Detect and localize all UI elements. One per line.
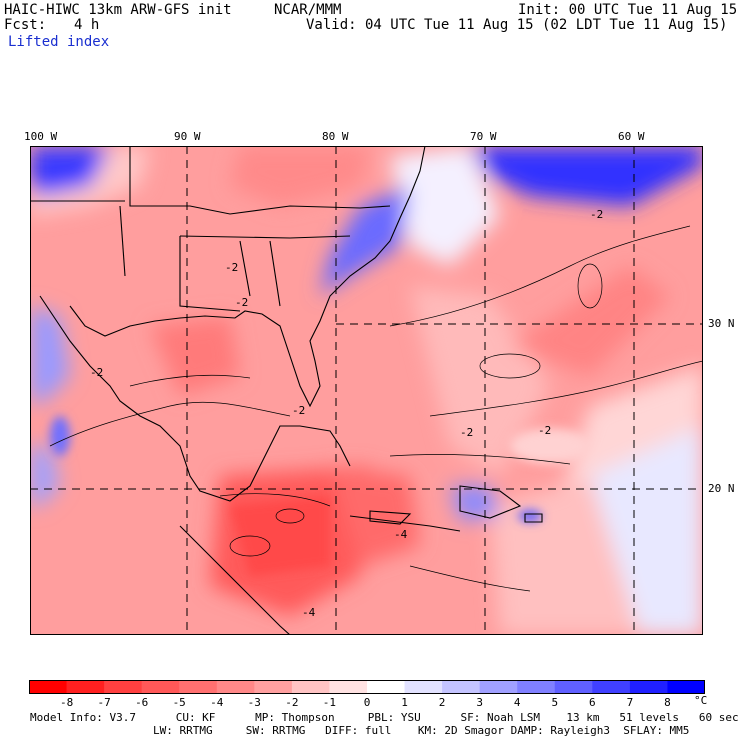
contour-lines xyxy=(49,225,703,592)
colorbar-cell xyxy=(216,680,255,694)
colorbar-cell xyxy=(367,680,406,694)
contour-label: -2 xyxy=(460,426,473,439)
colorbar-tick-label: 1 xyxy=(401,696,408,709)
colorbar-tick-label: -7 xyxy=(97,696,111,709)
colorbar-cell xyxy=(104,680,143,694)
colorbar-unit: °C xyxy=(694,694,708,707)
colorbar-cell xyxy=(479,680,518,694)
fcst-label: Fcst: xyxy=(4,17,47,33)
colorbar-tick-label: 6 xyxy=(588,696,596,709)
colorbar-tick-label: 4 xyxy=(513,696,521,709)
contour-label: -4 xyxy=(302,606,316,619)
fcst-value: 4 h xyxy=(74,17,100,33)
lon-label-100w: 100 W xyxy=(24,130,58,143)
init-time: Init: 00 UTC Tue 11 Aug 15 xyxy=(518,2,738,18)
colorbar-cell xyxy=(141,680,180,694)
org-label: NCAR/MMM xyxy=(274,2,342,18)
colorbar-cell xyxy=(667,680,705,694)
colorbar xyxy=(29,680,705,694)
lifted-index-map: -2 -2 -2 -2 -2 -2 -4 -4 -2 xyxy=(30,146,703,635)
model-info-line1: Model Info: V3.7 CU: KF MP: Thompson PBL… xyxy=(30,711,739,724)
contour-label: -2 xyxy=(538,424,551,437)
colorbar-tick-label: 8 xyxy=(664,696,671,709)
colorbar-tick-label: -1 xyxy=(322,696,337,709)
contour-label-layer: -2 -2 -2 -2 -2 -2 -4 -4 -2 xyxy=(90,208,603,619)
coastlines xyxy=(30,146,543,635)
colorbar-cell xyxy=(629,680,668,694)
contour-label: -4 xyxy=(394,528,408,541)
colorbar-cell xyxy=(29,680,68,694)
colorbar-tick-label: -8 xyxy=(59,696,74,709)
colorbar-cell xyxy=(66,680,105,694)
valid-time: Valid: 04 UTC Tue 11 Aug 15 (02 LDT Tue … xyxy=(306,17,728,33)
colorbar-cell xyxy=(554,680,593,694)
colorbar-tick-label: 5 xyxy=(551,696,559,709)
colorbar-tick-label: -2 xyxy=(285,696,299,709)
colorbar-cell xyxy=(329,680,368,694)
colorbar-cell xyxy=(517,680,556,694)
contour-label: -2 xyxy=(292,404,305,417)
colorbar-tick-label: -5 xyxy=(172,696,186,709)
lon-label-60w: 60 W xyxy=(618,130,645,143)
lat-label-20n: 20 N xyxy=(708,482,735,495)
colorbar-tick-label: 3 xyxy=(476,696,483,709)
colorbar-cell xyxy=(592,680,631,694)
colorbar-cell xyxy=(254,680,293,694)
colorbar-tick-label: 0 xyxy=(363,696,371,709)
lat-label-30n: 30 N xyxy=(708,317,735,330)
model-title: HAIC-HIWC 13km ARW-GFS init xyxy=(4,2,232,18)
colorbar-cell xyxy=(291,680,330,694)
contour-label: -2 xyxy=(225,261,238,274)
colorbar-tick-label: -4 xyxy=(210,696,224,709)
colorbar-cell xyxy=(179,680,218,694)
contour-label: -2 xyxy=(590,208,603,221)
lat-lon-grid xyxy=(30,146,703,635)
lon-label-80w: 80 W xyxy=(322,130,349,143)
field-name: Lifted index xyxy=(8,34,110,50)
map-frame xyxy=(30,146,703,635)
contour-label: -2 xyxy=(235,296,248,309)
colorbar-cell xyxy=(404,680,443,694)
colorbar-tick-label: -3 xyxy=(247,696,261,709)
colorbar-cell xyxy=(442,680,481,694)
lon-label-90w: 90 W xyxy=(174,130,201,143)
colorbar-tick-label: -6 xyxy=(135,696,149,709)
contour-label: -2 xyxy=(90,366,103,379)
model-info-line2: LW: RRTMG SW: RRTMG DIFF: full KM: 2D Sm… xyxy=(153,724,690,737)
colorbar-tick-label: 7 xyxy=(626,696,634,709)
colorbar-tick-label: 2 xyxy=(438,696,446,709)
lon-label-70w: 70 W xyxy=(470,130,497,143)
